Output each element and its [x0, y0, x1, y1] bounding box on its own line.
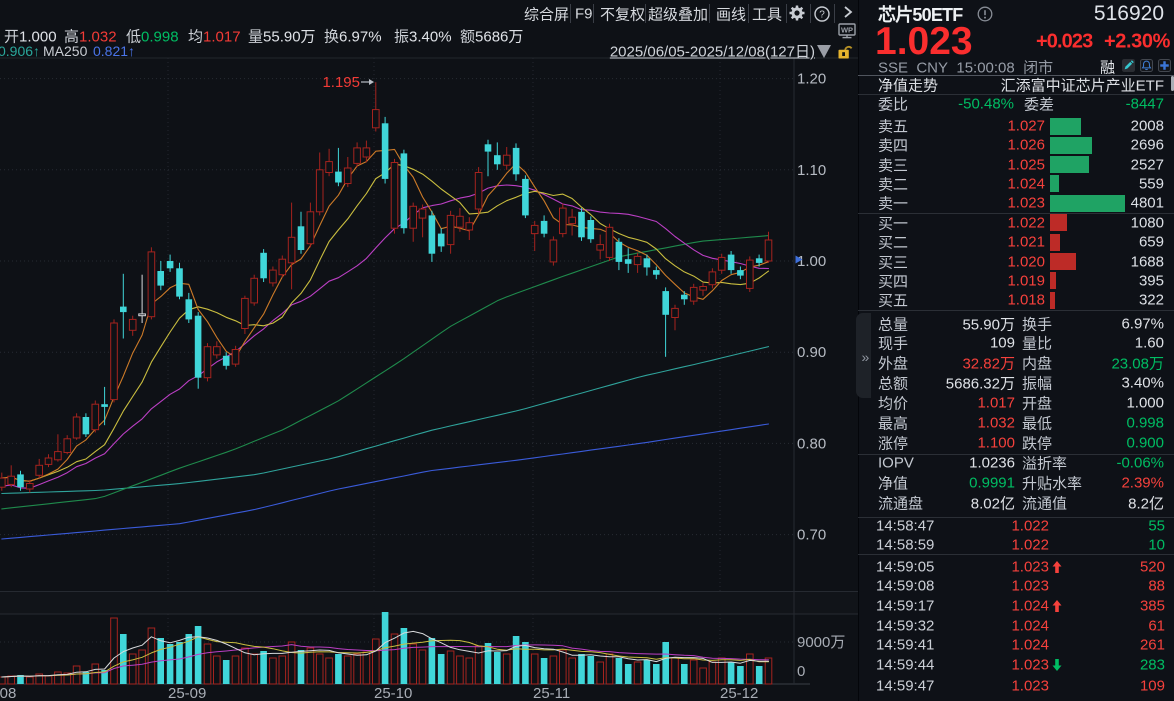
- svg-text:0.70: 0.70: [797, 527, 826, 544]
- svg-text:1.20: 1.20: [797, 71, 826, 88]
- svg-text:0: 0: [797, 663, 805, 680]
- svg-text:WP: WP: [841, 26, 853, 35]
- svg-text:1.195: 1.195: [322, 74, 360, 91]
- svg-text:25-12: 25-12: [720, 685, 758, 701]
- svg-text:0.90: 0.90: [797, 344, 826, 361]
- svg-text:25-09: 25-09: [168, 685, 206, 701]
- svg-text:25-11: 25-11: [533, 685, 570, 701]
- svg-text:0.80: 0.80: [797, 435, 826, 452]
- svg-text:9000万: 9000万: [797, 634, 845, 651]
- svg-text:1.10: 1.10: [797, 162, 826, 179]
- svg-text:?: ?: [819, 10, 825, 21]
- svg-text:1.00: 1.00: [797, 253, 826, 270]
- svg-text:25-10: 25-10: [374, 685, 412, 701]
- svg-text:25-08: 25-08: [0, 685, 16, 701]
